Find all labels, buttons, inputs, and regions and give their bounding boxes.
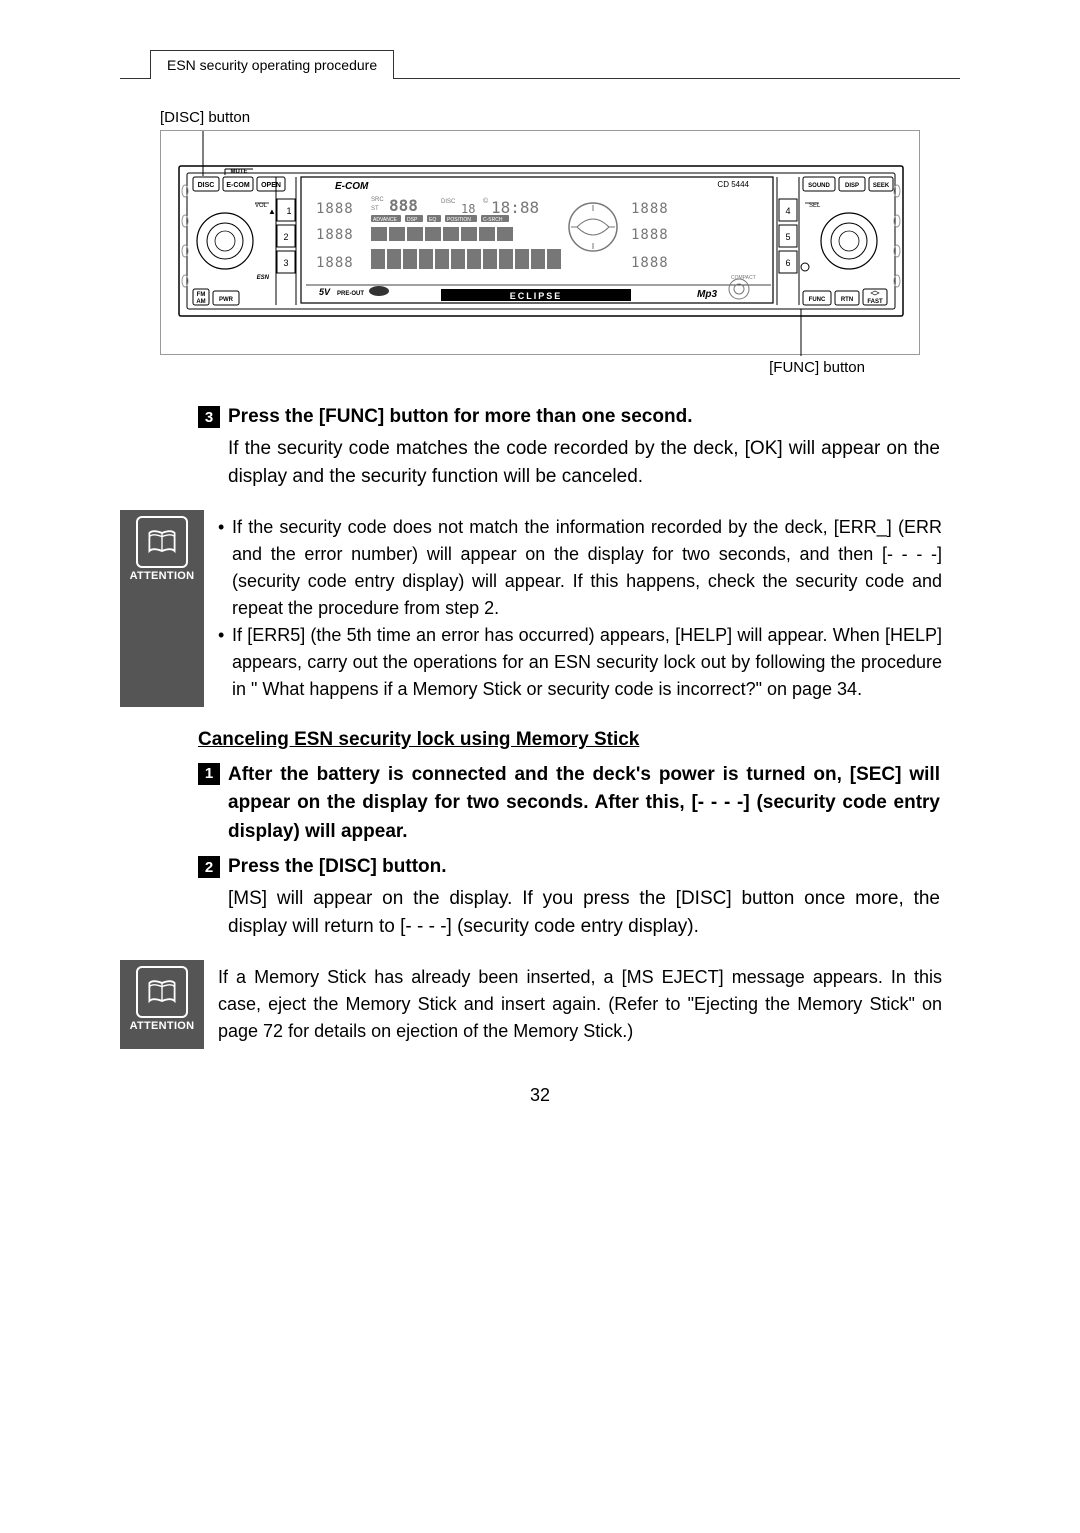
subheading-canceling: Canceling ESN security lock using Memory… xyxy=(120,729,960,751)
svg-text:FUNC: FUNC xyxy=(809,297,826,303)
svg-text:POSITION: POSITION xyxy=(447,217,471,223)
section-tab: ESN security operating procedure xyxy=(150,50,394,79)
car-stereo-diagram: DISC E-COM OPEN MUTE VOL ESN FM AM xyxy=(160,130,920,355)
header-rule: ESN security operating procedure xyxy=(120,50,960,79)
svg-text:CD 5444: CD 5444 xyxy=(717,180,749,189)
svg-text:4: 4 xyxy=(785,206,790,216)
manual-page: ESN security operating procedure [DISC] … xyxy=(0,50,1080,1106)
step-1b-block: 1 After the battery is connected and the… xyxy=(120,761,960,847)
svg-text:888: 888 xyxy=(389,196,418,215)
disc-button-label: [DISC] button xyxy=(160,109,960,126)
step-2b-row: 2 Press the [DISC] button. xyxy=(120,854,960,881)
svg-text:18: 18 xyxy=(461,202,475,216)
svg-text:DISP: DISP xyxy=(845,183,859,189)
attention-content-1: •If the security code does not match the… xyxy=(204,510,960,707)
svg-text:1888: 1888 xyxy=(631,227,669,243)
svg-text:6: 6 xyxy=(785,258,790,268)
func-button-label: [FUNC] button xyxy=(120,359,865,376)
page-number: 32 xyxy=(120,1085,960,1106)
svg-text:1888: 1888 xyxy=(631,201,669,217)
svg-text:ST: ST xyxy=(371,206,379,212)
svg-text:5V: 5V xyxy=(319,287,331,297)
step-number-badge: 1 xyxy=(198,763,220,785)
svg-text:PWR: PWR xyxy=(219,297,234,303)
svg-text:RTN: RTN xyxy=(841,297,853,303)
svg-text:FAST: FAST xyxy=(867,299,883,305)
svg-text:OPEN: OPEN xyxy=(261,182,281,189)
svg-text:1: 1 xyxy=(286,206,291,216)
svg-text:ESN: ESN xyxy=(257,275,270,281)
svg-text:▲: ▲ xyxy=(268,207,276,216)
step-3-heading: Press the [FUNC] button for more than on… xyxy=(228,404,692,431)
svg-text:Mp3: Mp3 xyxy=(697,289,717,300)
svg-text:E-COM: E-COM xyxy=(226,182,250,189)
step-2b-body: [MS] will appear on the display. If you … xyxy=(120,885,960,942)
svg-text:COMPACT: COMPACT xyxy=(731,275,756,281)
svg-text:PRE-OUT: PRE-OUT xyxy=(337,291,364,297)
svg-text:1888: 1888 xyxy=(316,255,354,271)
svg-text:MUTE: MUTE xyxy=(231,169,248,175)
step-number-badge: 3 xyxy=(198,406,220,428)
attention-1-bullet-2: If [ERR5] (the 5th time an error has occ… xyxy=(232,622,942,703)
svg-text:18:88: 18:88 xyxy=(491,198,539,217)
svg-text:SEL: SEL xyxy=(809,203,821,209)
svg-text:1888: 1888 xyxy=(631,255,669,271)
book-icon xyxy=(136,516,188,568)
svg-text:1888: 1888 xyxy=(316,227,354,243)
svg-text:DISC: DISC xyxy=(198,182,215,189)
attention-label: ATTENTION xyxy=(130,1020,195,1032)
svg-text:AM: AM xyxy=(196,299,205,305)
svg-text:FM: FM xyxy=(197,292,206,298)
svg-text:VOL: VOL xyxy=(255,203,268,209)
svg-text:©: © xyxy=(483,197,489,205)
svg-text:3: 3 xyxy=(283,258,288,268)
svg-text:2: 2 xyxy=(283,232,288,242)
step-number-badge: 2 xyxy=(198,856,220,878)
svg-text:SRC: SRC xyxy=(371,197,384,203)
attention-1-bullet-1: If the security code does not match the … xyxy=(232,514,942,622)
step-3-body: If the security code matches the code re… xyxy=(120,435,960,492)
step-2b-heading: Press the [DISC] button. xyxy=(228,854,447,881)
step-1b-heading: After the battery is connected and the d… xyxy=(228,761,940,847)
attention-block-1: ATTENTION •If the security code does not… xyxy=(120,510,960,707)
step-3-row: 3 Press the [FUNC] button for more than … xyxy=(120,404,960,431)
svg-text:C-SRCH: C-SRCH xyxy=(483,217,503,223)
svg-text:5: 5 xyxy=(785,232,790,242)
attention-content-2: If a Memory Stick has already been inser… xyxy=(204,960,960,1049)
svg-text:E-COM: E-COM xyxy=(335,181,369,192)
svg-text:DSP: DSP xyxy=(407,217,418,223)
attention-block-2: ATTENTION If a Memory Stick has already … xyxy=(120,960,960,1049)
book-icon xyxy=(136,966,188,1018)
attention-sidebar: ATTENTION xyxy=(120,960,204,1049)
svg-text:EQ: EQ xyxy=(429,217,436,223)
svg-text:ECLIPSE: ECLIPSE xyxy=(510,291,563,301)
attention-label: ATTENTION xyxy=(130,570,195,582)
svg-text:SOUND: SOUND xyxy=(808,183,830,189)
svg-text:DISC: DISC xyxy=(441,199,456,205)
attention-sidebar: ATTENTION xyxy=(120,510,204,707)
svg-text:ADVANCE: ADVANCE xyxy=(373,217,397,223)
svg-text:1888: 1888 xyxy=(316,201,354,217)
svg-text:SEEK: SEEK xyxy=(873,183,890,189)
